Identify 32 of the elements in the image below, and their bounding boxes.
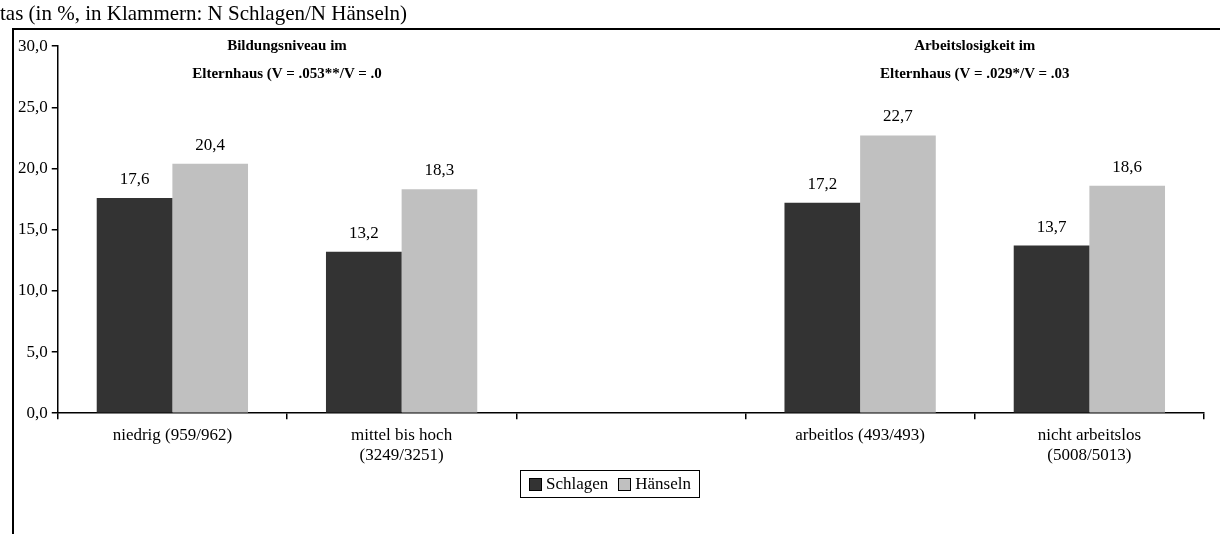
bar [1013, 245, 1090, 413]
bar [96, 197, 173, 413]
x-tick-label: arbeitlos (493/493) [795, 424, 926, 444]
data-label: 18,3 [424, 160, 455, 180]
y-tick-label: 25,0 [18, 96, 48, 116]
bar [784, 202, 861, 413]
y-tick-label: 5,0 [26, 341, 48, 361]
bar [172, 163, 249, 413]
y-tick-label: 10,0 [18, 280, 48, 300]
bar [860, 135, 936, 413]
bar [325, 251, 402, 413]
legend-label: Hänseln [635, 474, 692, 494]
annotation: Arbeitslosigkeit im Elternhaus (V = .029*/V = .03 [880, 37, 1070, 83]
x-tick-label: nicht arbeitslos (5008/5013) [1037, 424, 1142, 465]
legend-label: Schlagen [545, 474, 609, 494]
x-tick-label: mittel bis hoch (3249/3251) [351, 424, 453, 465]
x-tick-label: niedrig (959/962) [112, 424, 233, 444]
data-label: 22,7 [883, 106, 914, 126]
y-tick-label: 20,0 [18, 158, 48, 177]
y-tick-label: 30,0 [18, 35, 48, 55]
bar [1089, 185, 1166, 413]
data-label: 17,2 [807, 173, 838, 193]
chart-title: tas (in %, in Klammern: N Schlagen/N Hänseln) [0, 0, 408, 26]
annotation: Bildungsniveau im Elternhaus (V = .053**/V = .0 [192, 37, 382, 83]
y-tick-label: 0,0 [26, 402, 48, 422]
data-label: 18,6 [1112, 156, 1143, 176]
data-label: 17,6 [119, 168, 150, 188]
y-tick-label: 15,0 [18, 219, 48, 239]
data-label: 13,2 [348, 222, 379, 242]
data-label: 13,7 [1036, 216, 1067, 236]
data-label: 20,4 [195, 134, 226, 154]
bar [401, 189, 478, 413]
